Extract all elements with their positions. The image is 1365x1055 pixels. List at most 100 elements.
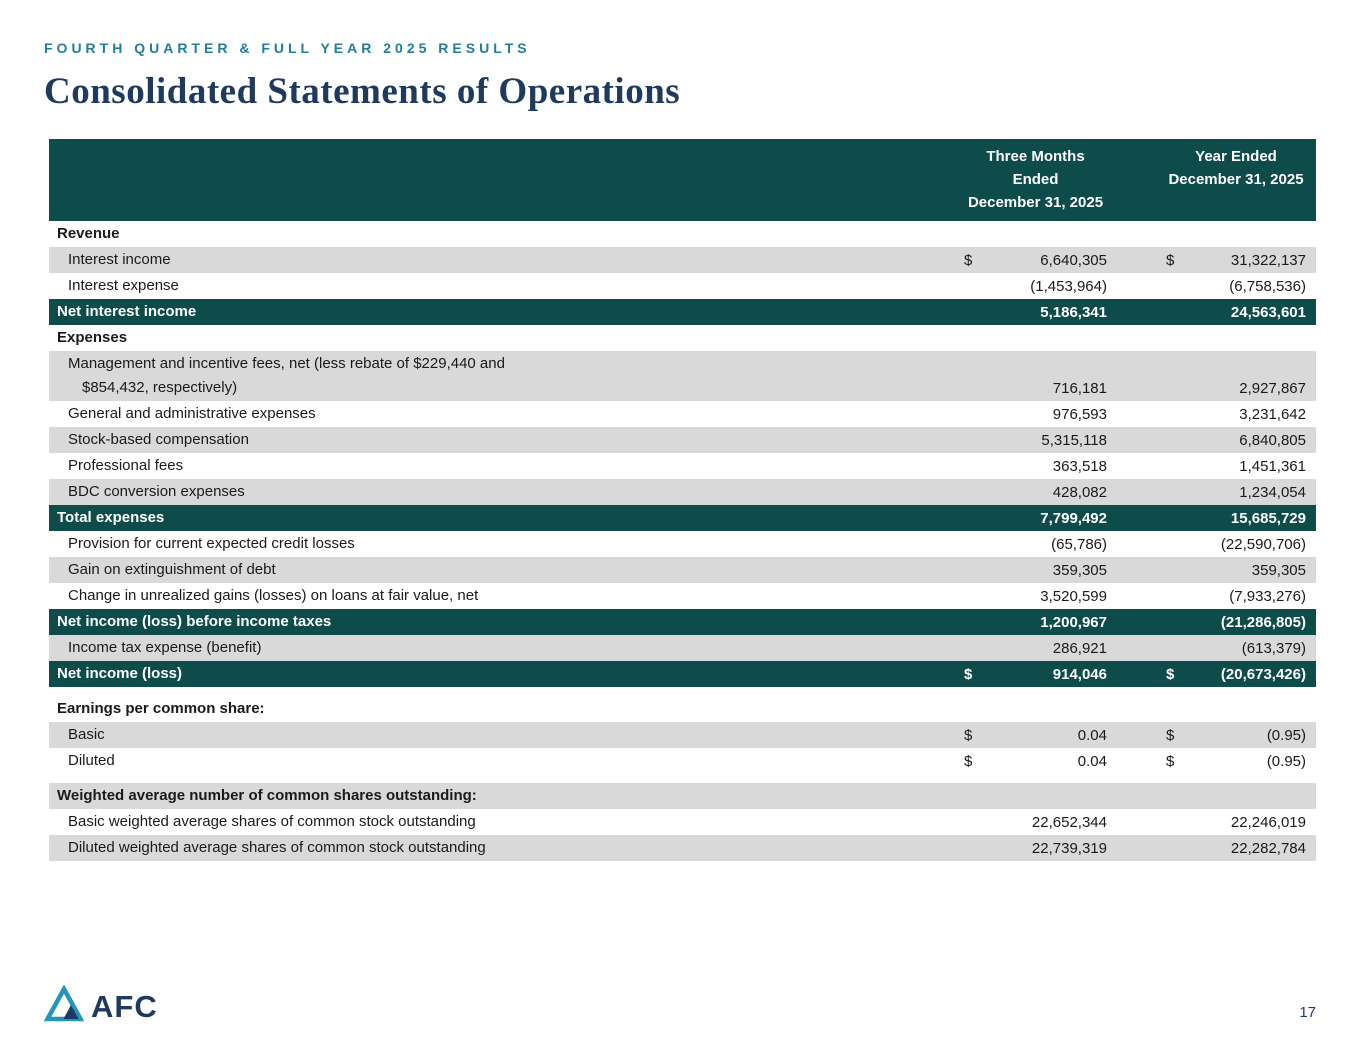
row-label-line1: Provision for current expected credit lo… [68, 535, 355, 552]
cell-three-months: 22,652,344 [946, 809, 1116, 835]
header-year-ended: Year Ended December 31, 2025 [1116, 145, 1316, 214]
value-three-months: 6,640,305 [1040, 251, 1107, 269]
table-row: Gain on extinguishment of debt 359,305 3… [49, 557, 1316, 583]
value-year-ended: 359,305 [1251, 561, 1306, 579]
table-row: Basic $ 0.04 $ (0.95) [49, 722, 1316, 748]
company-logo: AFC [43, 984, 158, 1027]
table-row: Net income (loss) before income taxes 1,… [49, 609, 1316, 635]
cell-year-ended [1116, 783, 1316, 809]
value-three-months: (1,453,964) [1030, 277, 1107, 295]
slide-content: FOURTH QUARTER & FULL YEAR 2025 RESULTS … [44, 40, 1316, 861]
row-label-line1: Expenses [57, 329, 128, 346]
row-label: Provision for current expected credit lo… [49, 532, 946, 556]
value-year-ended: 15,685,729 [1230, 509, 1306, 527]
dollar-sign: $ [1166, 251, 1175, 269]
row-label: Net income (loss) before income taxes [49, 610, 946, 634]
table-row: Expenses [49, 325, 1316, 351]
header-three-months: Three Months Ended December 31, 2025 [946, 145, 1116, 214]
table-row: Basic weighted average shares of common … [49, 809, 1316, 835]
cell-year-ended [1116, 325, 1316, 351]
cell-three-months [946, 221, 1116, 247]
row-label-line1: Gain on extinguishment of debt [68, 561, 276, 578]
cell-year-ended: (613,379) [1116, 635, 1316, 661]
cell-year-ended: 22,246,019 [1116, 809, 1316, 835]
cell-three-months [946, 325, 1116, 351]
cell-year-ended: (7,933,276) [1116, 583, 1316, 609]
row-label: Management and incentive fees, net (less… [49, 352, 946, 400]
table-body: Revenue Interest income $ 6,640,305 $ 31… [49, 221, 1316, 861]
dollar-sign: $ [964, 752, 973, 770]
value-three-months: 1,200,967 [1040, 613, 1107, 631]
cell-year-ended [1116, 221, 1316, 247]
page-number: 17 [1299, 1004, 1316, 1021]
row-label: Expenses [49, 326, 946, 350]
value-three-months: 363,518 [1052, 457, 1107, 475]
table-row: Interest income $ 6,640,305 $ 31,322,137 [49, 247, 1316, 273]
value-year-ended: (6,758,536) [1229, 277, 1306, 295]
value-year-ended: (613,379) [1241, 639, 1306, 657]
table-row: Stock-based compensation 5,315,118 6,840… [49, 427, 1316, 453]
page-title: Consolidated Statements of Operations [44, 71, 681, 112]
row-label: Diluted [49, 749, 946, 773]
value-year-ended: (7,933,276) [1229, 587, 1306, 605]
table-row: BDC conversion expenses 428,082 1,234,05… [49, 479, 1316, 505]
value-year-ended: 24,563,601 [1230, 303, 1306, 321]
cell-year-ended: 3,231,642 [1116, 401, 1316, 427]
row-label-line1: Total expenses [57, 509, 165, 526]
cell-three-months: $ 0.04 [946, 722, 1116, 748]
table-row: Net interest income 5,186,341 24,563,601 [49, 299, 1316, 325]
row-label-line1: General and administrative expenses [68, 405, 316, 422]
value-three-months: 359,305 [1052, 561, 1107, 579]
value-year-ended: 1,451,361 [1239, 457, 1306, 475]
row-label: BDC conversion expenses [49, 480, 946, 504]
table-row: Total expenses 7,799,492 15,685,729 [49, 505, 1316, 531]
cell-year-ended: 1,234,054 [1116, 479, 1316, 505]
value-three-months: 716,181 [1052, 380, 1107, 397]
cell-year-ended: $ (0.95) [1116, 748, 1316, 774]
afc-triangle-logo-icon [43, 984, 85, 1027]
row-label-line1: Interest income [68, 251, 171, 268]
row-label-line1: Professional fees [68, 457, 184, 474]
value-three-months: 914,046 [1052, 665, 1107, 683]
row-label: Stock-based compensation [49, 428, 946, 452]
cell-three-months: 5,186,341 [946, 299, 1116, 325]
header-three-months-line1: Three Months Ended [986, 148, 1085, 188]
row-label-line1: Net income (loss) before income taxes [57, 613, 332, 630]
cell-three-months [946, 696, 1116, 722]
dollar-sign: $ [1166, 726, 1175, 744]
table-row: Earnings per common share: [49, 696, 1316, 722]
cell-year-ended: 359,305 [1116, 557, 1316, 583]
row-label: Basic weighted average shares of common … [49, 810, 946, 834]
row-label: Interest income [49, 248, 946, 272]
cell-three-months: 5,315,118 [946, 427, 1116, 453]
cell-three-months: $ 6,640,305 [946, 247, 1116, 273]
value-year-ended: (22,590,706) [1220, 535, 1306, 553]
row-label: Weighted average number of common shares… [49, 784, 946, 808]
cell-year-ended: 1,451,361 [1116, 453, 1316, 479]
cell-three-months: $ 914,046 [946, 661, 1116, 687]
row-label-line1: Basic [68, 726, 105, 743]
cell-three-months: 286,921 [946, 635, 1116, 661]
row-label: Earnings per common share: [49, 697, 946, 721]
cell-three-months: 1,200,967 [946, 609, 1116, 635]
header-year-ended-line1: Year Ended [1195, 148, 1277, 165]
value-three-months: 286,921 [1052, 639, 1107, 657]
row-label-line2: $854,432, respectively) [82, 379, 238, 396]
row-label-line1: Diluted [68, 752, 115, 769]
table-row: Diluted weighted average shares of commo… [49, 835, 1316, 861]
cell-three-months: (65,786) [946, 531, 1116, 557]
table-header-row: Three Months Ended December 31, 2025 Yea… [49, 139, 1316, 221]
value-year-ended: (0.95) [1266, 752, 1306, 770]
value-three-months: 0.04 [1077, 752, 1107, 770]
table-row: General and administrative expenses 976,… [49, 401, 1316, 427]
value-three-months: 7,799,492 [1040, 509, 1107, 527]
table-row: Income tax expense (benefit) 286,921 (61… [49, 635, 1316, 661]
cell-three-months: 976,593 [946, 401, 1116, 427]
row-label: General and administrative expenses [49, 402, 946, 426]
header-three-months-line2: December 31, 2025 [967, 194, 1104, 211]
row-label-line1: BDC conversion expenses [68, 483, 245, 500]
value-three-months: 976,593 [1052, 405, 1107, 423]
row-label: Interest expense [49, 274, 946, 298]
dollar-sign: $ [1166, 665, 1175, 683]
header-spacer [49, 145, 946, 214]
